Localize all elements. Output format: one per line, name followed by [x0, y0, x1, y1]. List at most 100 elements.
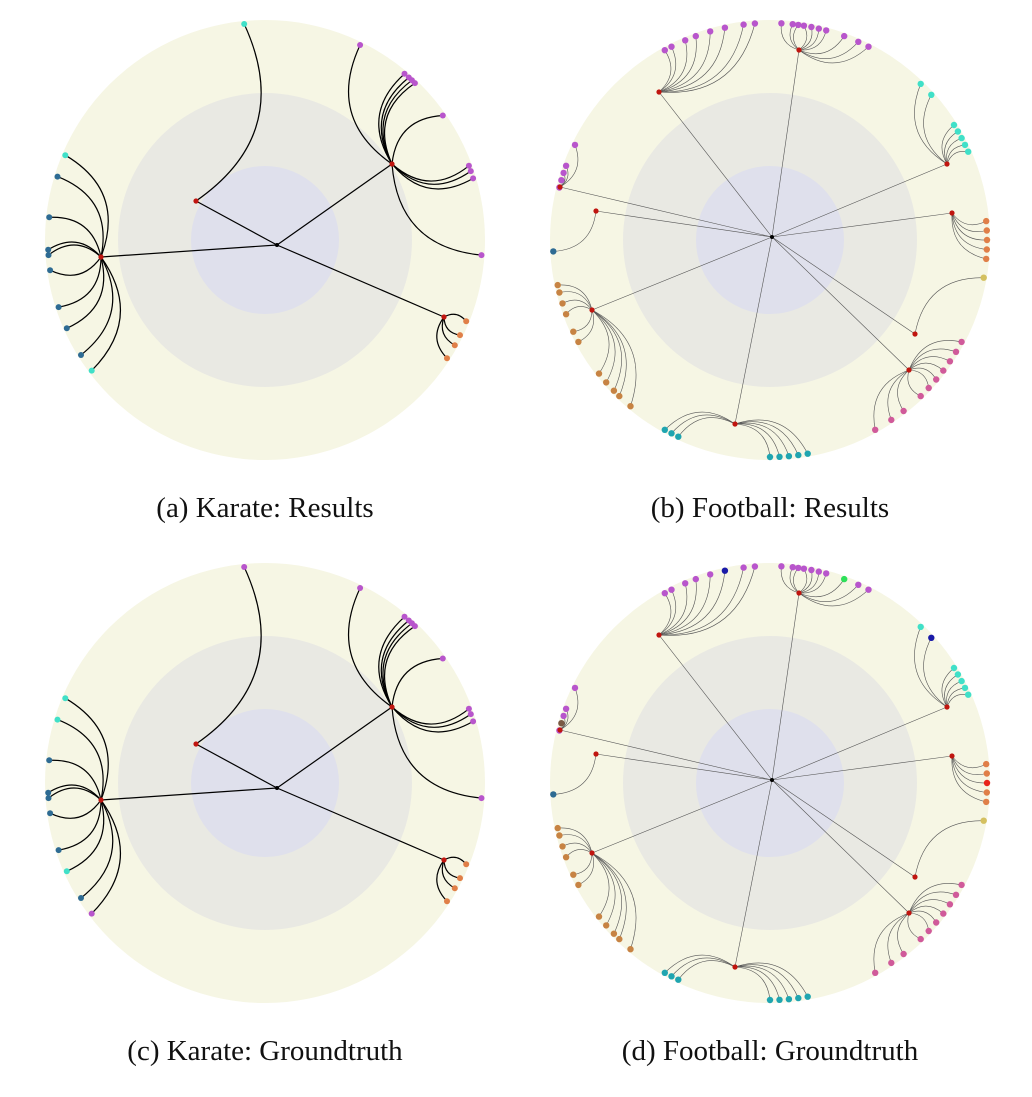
leaf-node	[562, 311, 570, 318]
hub-node	[589, 850, 595, 856]
hub-leaf-edge	[951, 212, 987, 232]
root-node	[275, 243, 279, 247]
root-node	[770, 778, 774, 782]
hub-leaf-edge	[441, 316, 456, 346]
leaf-node	[560, 169, 567, 177]
hub-leaf-edge	[553, 210, 597, 252]
leaf-node	[804, 450, 811, 457]
leaf-node	[562, 854, 570, 861]
leaf-node	[692, 32, 699, 40]
hub-leaf-edge	[887, 369, 910, 421]
hub-node	[944, 161, 950, 167]
leaf-node	[925, 384, 932, 392]
leaf-node	[928, 91, 935, 99]
leaf-node	[789, 564, 796, 571]
hub-leaf-edge	[798, 584, 859, 602]
hub-leaf-edge	[914, 626, 948, 708]
leaf-node	[946, 901, 954, 908]
hub-leaf-edge	[391, 163, 482, 256]
leaf-node	[751, 20, 759, 27]
hub-leaf-edge	[578, 852, 594, 886]
hub-leaf-edge	[734, 423, 771, 458]
hub-node	[389, 704, 395, 710]
hub-leaf-edge	[658, 23, 756, 93]
leaf-node	[888, 959, 895, 967]
root-hub-edge	[771, 706, 948, 781]
hub-leaf-edge	[49, 759, 102, 801]
leaf-node	[692, 575, 699, 583]
leaf-node	[958, 881, 965, 889]
hub-leaf-edge	[66, 256, 105, 329]
leaf-node	[550, 248, 557, 255]
hub-leaf-edge	[951, 212, 987, 250]
leaf-node	[62, 695, 69, 702]
leaf-node	[965, 691, 972, 698]
karate-results-graph	[45, 20, 485, 460]
hub-node	[589, 307, 595, 313]
leaf-node	[983, 227, 990, 234]
hub-leaf-edge	[591, 309, 627, 397]
leaf-node	[46, 757, 53, 764]
hub-node	[193, 198, 199, 204]
leaf-node	[571, 684, 579, 692]
root-hub-edge	[771, 592, 800, 781]
hub-node	[656, 632, 662, 638]
root-hub-edge	[771, 236, 910, 371]
leaf-node	[465, 162, 472, 169]
root-hub-edge	[771, 212, 953, 238]
hub-leaf-edge	[914, 820, 984, 878]
leaf-node	[562, 162, 570, 169]
hub-leaf-edge	[195, 23, 262, 202]
hub-leaf-edge	[436, 316, 448, 359]
hub-leaf-edge	[91, 799, 121, 915]
leaf-node	[54, 173, 61, 180]
leaf-node	[411, 80, 418, 87]
panel-football-groundtruth: (d) Football: Groundtruth	[520, 553, 1020, 1083]
hub-leaf-edge	[591, 852, 610, 917]
leaf-node	[954, 128, 962, 135]
leaf-node	[554, 824, 561, 832]
hub-leaf-edge	[591, 852, 622, 934]
leaf-node	[558, 720, 565, 727]
hub-leaf-edge	[671, 957, 736, 977]
panel-karate-groundtruth: (c) Karate: Groundtruth	[15, 553, 515, 1083]
leaf-node	[558, 177, 565, 184]
leaf-node	[682, 37, 689, 44]
hub-leaf-edge	[658, 589, 677, 636]
leaf-node	[778, 563, 785, 570]
leaf-node	[795, 21, 802, 29]
leaf-node	[603, 379, 610, 386]
hub-leaf-edge	[658, 574, 711, 636]
hub-leaf-edge	[944, 131, 959, 165]
leaf-node	[661, 426, 668, 433]
hub-leaf-edge	[391, 706, 474, 733]
hub-node	[98, 254, 104, 260]
leaf-node	[950, 121, 958, 129]
leaf-node	[785, 996, 793, 1003]
hub-node	[656, 89, 662, 95]
leaf-node	[841, 575, 848, 583]
hub-leaf-edge	[908, 348, 957, 371]
hub-leaf-edge	[553, 753, 597, 795]
leaf-node	[946, 358, 954, 365]
hub-leaf-edge	[664, 411, 736, 431]
leaf-node	[872, 426, 879, 433]
hub-leaf-edge	[798, 46, 869, 64]
hub-leaf-edge	[908, 362, 944, 371]
root-hub-edge	[100, 787, 278, 801]
hub-leaf-edge	[49, 799, 102, 819]
leaf-node	[917, 935, 924, 943]
hub-leaf-edge	[941, 667, 955, 708]
leaf-node	[439, 655, 446, 662]
root-hub-edge	[595, 210, 773, 238]
hub-leaf-edge	[658, 567, 744, 636]
root-hub-edge	[771, 236, 916, 335]
leaf-node	[55, 847, 62, 854]
hub-leaf-edge	[57, 176, 104, 258]
hub-leaf-edge	[57, 719, 104, 801]
hub-leaf-edge	[908, 356, 951, 371]
leaf-node	[983, 760, 990, 768]
root-hub-edge	[276, 787, 445, 861]
leaf-node	[559, 843, 566, 850]
leaf-node	[78, 352, 84, 358]
